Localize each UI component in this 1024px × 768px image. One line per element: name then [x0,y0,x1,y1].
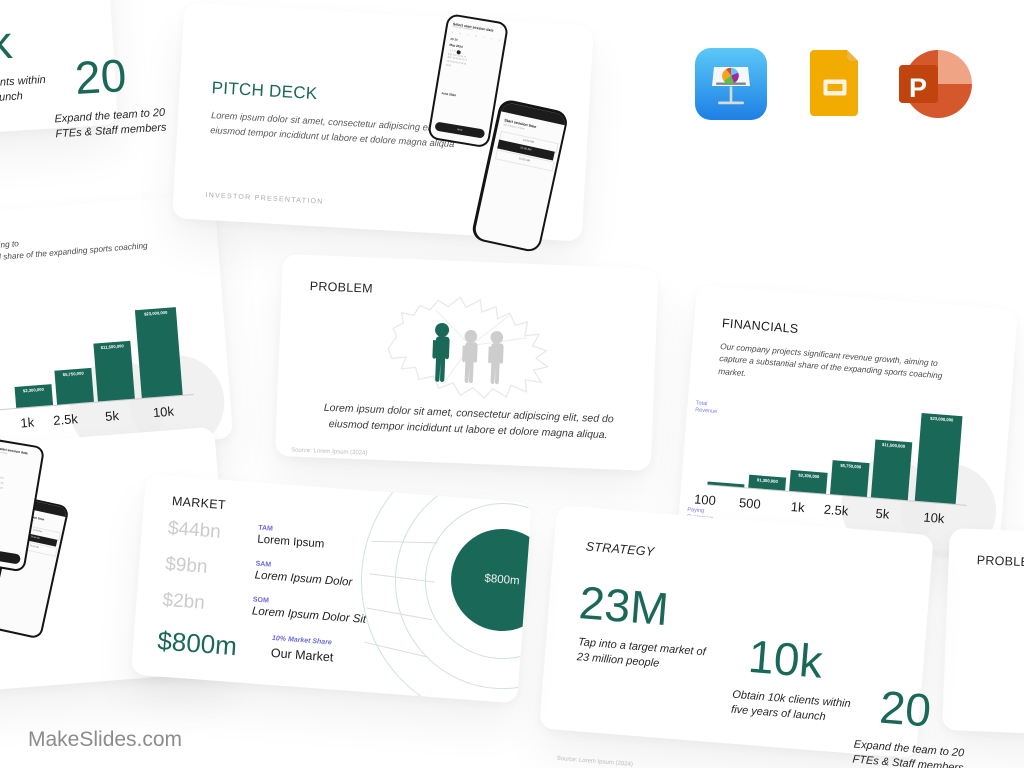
svg-text:P: P [909,73,927,103]
